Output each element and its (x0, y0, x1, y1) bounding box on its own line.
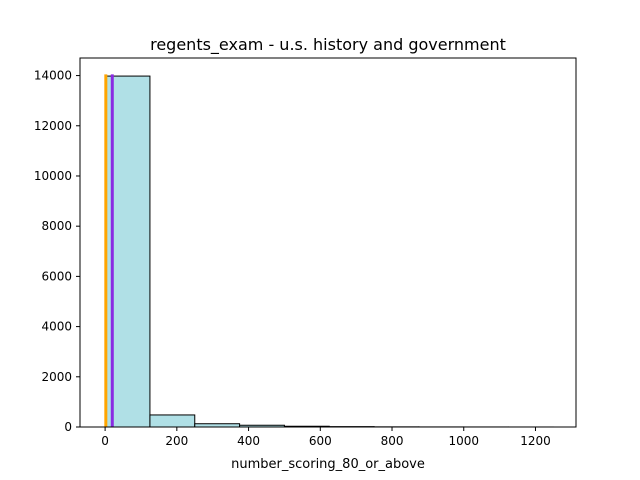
y-tick-label: 2000 (41, 370, 72, 384)
y-tick-label: 12000 (34, 119, 72, 133)
y-axis-ticks: 0 2000 4000 6000 8000 10000 12000 14000 (34, 69, 80, 434)
y-tick-label: 8000 (41, 219, 72, 233)
axes-frame (79, 57, 577, 428)
x-tick-label: 1000 (448, 434, 479, 448)
x-axis-label: number_scoring_80_or_above (231, 457, 425, 472)
histogram-bar (149, 414, 196, 428)
chart-title: regents_exam - u.s. history and governme… (150, 35, 506, 55)
x-axis-ticks: 0 200 400 600 800 1000 1200 (101, 427, 551, 448)
x-tick-label: 400 (237, 434, 260, 448)
y-tick-label: 10000 (34, 169, 72, 183)
y-tick-label: 4000 (41, 320, 72, 334)
x-tick-label: 1200 (520, 434, 551, 448)
y-tick-label: 14000 (34, 69, 72, 83)
x-tick-label: 600 (309, 434, 332, 448)
reference-lines (104, 74, 114, 427)
y-tick-label: 6000 (41, 269, 72, 283)
x-tick-label: 200 (165, 434, 188, 448)
x-tick-label: 0 (101, 434, 109, 448)
x-tick-label: 800 (381, 434, 404, 448)
y-tick-label: 0 (64, 420, 72, 434)
